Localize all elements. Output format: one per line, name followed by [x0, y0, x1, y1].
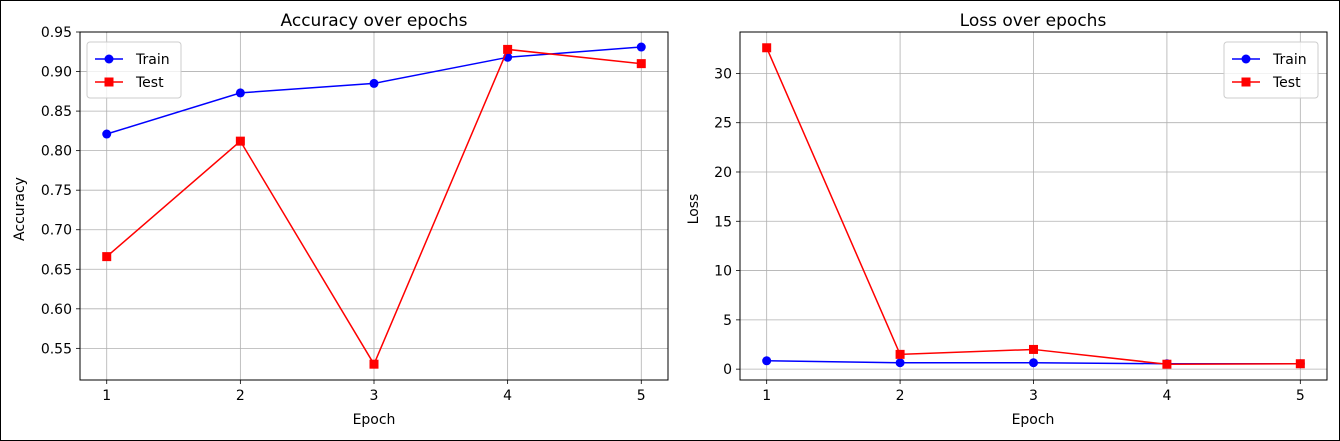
loss-y-tick-label: 20 — [714, 165, 732, 181]
accuracy-y-tick-label: 0.65 — [41, 262, 72, 278]
accuracy-x-axis-label: Epoch — [353, 412, 396, 428]
loss-legend: Train Test — [1223, 41, 1319, 99]
loss-legend-test-marker — [1241, 77, 1251, 87]
accuracy-test-point — [369, 359, 379, 369]
loss-series — [762, 43, 1305, 369]
accuracy-legend-test-label: Test — [135, 75, 164, 91]
accuracy-train-point — [102, 129, 112, 139]
loss-legend-box — [1223, 41, 1319, 99]
accuracy-legend-test-marker — [104, 77, 114, 87]
loss-x-tick-label: 3 — [1029, 388, 1038, 404]
loss-legend-test-label: Test — [1272, 75, 1301, 91]
accuracy-legend: Train Test — [86, 41, 182, 99]
accuracy-y-tick-label: 0.80 — [41, 144, 72, 160]
accuracy-series — [102, 42, 646, 369]
loss-train-point — [762, 356, 772, 366]
loss-chart-title: Loss over epochs — [960, 11, 1107, 31]
accuracy-y-tick-label: 0.95 — [41, 25, 72, 41]
loss-x-axis-label: Epoch — [1012, 412, 1055, 428]
loss-y-tick-label: 10 — [714, 264, 732, 280]
accuracy-train-point — [636, 42, 646, 52]
loss-test-point — [762, 43, 772, 53]
accuracy-y-tick-label: 0.55 — [41, 341, 72, 357]
accuracy-ticks: 1 2 3 4 5 0.55 0.60 0.65 0.70 0.75 0.80 0.85 0.90 0.9… — [41, 25, 646, 404]
accuracy-train-point — [369, 78, 379, 88]
loss-y-tick-label: 0 — [723, 362, 732, 378]
loss-ticks: 1 2 3 4 5 0 5 10 15 20 25 30 — [714, 66, 1305, 404]
loss-y-axis-label: Loss — [686, 194, 702, 225]
loss-legend-train-marker — [1241, 54, 1251, 64]
loss-y-tick-label: 5 — [723, 313, 732, 329]
accuracy-chart: Accuracy over epochs Epoch Accuracy 1 2 3 4… — [12, 11, 669, 428]
loss-test-point — [1029, 344, 1038, 354]
accuracy-legend-box — [86, 41, 182, 99]
loss-x-tick-label: 1 — [762, 388, 771, 404]
accuracy-y-tick-label: 0.90 — [41, 65, 72, 81]
loss-grid — [740, 32, 1327, 380]
loss-chart: Loss over epochs Epoch Loss 1 2 3 4 5 0 5 10 15 2… — [686, 11, 1328, 428]
accuracy-x-tick-label: 2 — [236, 388, 245, 404]
accuracy-y-axis-label: Accuracy — [12, 177, 28, 241]
accuracy-test-point — [235, 136, 245, 146]
accuracy-test-point — [636, 59, 646, 69]
loss-x-tick-label: 4 — [1162, 388, 1171, 404]
loss-test-point — [895, 349, 905, 359]
accuracy-test-point — [102, 252, 112, 262]
accuracy-legend-train-label: Train — [135, 52, 170, 68]
loss-test-point — [1295, 359, 1305, 369]
loss-x-tick-label: 5 — [1296, 388, 1305, 404]
loss-train-point — [895, 358, 905, 368]
loss-test-point — [1162, 359, 1172, 369]
accuracy-train-point — [235, 88, 245, 98]
accuracy-y-tick-label: 0.60 — [41, 302, 72, 318]
loss-y-tick-label: 30 — [714, 66, 732, 82]
loss-y-tick-label: 25 — [714, 116, 732, 132]
accuracy-test-point — [503, 44, 513, 54]
accuracy-x-tick-label: 4 — [503, 388, 512, 404]
accuracy-y-tick-label: 0.85 — [41, 104, 72, 120]
accuracy-x-tick-label: 5 — [637, 388, 646, 404]
accuracy-y-tick-label: 0.70 — [41, 223, 72, 239]
loss-y-tick-label: 15 — [714, 214, 732, 230]
accuracy-y-tick-label: 0.75 — [41, 183, 72, 199]
accuracy-x-tick-label: 1 — [102, 388, 111, 404]
accuracy-legend-train-marker — [104, 54, 114, 64]
loss-train-point — [1029, 358, 1038, 368]
accuracy-chart-title: Accuracy over epochs — [281, 11, 468, 31]
loss-legend-train-label: Train — [1272, 52, 1307, 68]
loss-x-tick-label: 2 — [896, 388, 905, 404]
accuracy-x-tick-label: 3 — [370, 388, 379, 404]
